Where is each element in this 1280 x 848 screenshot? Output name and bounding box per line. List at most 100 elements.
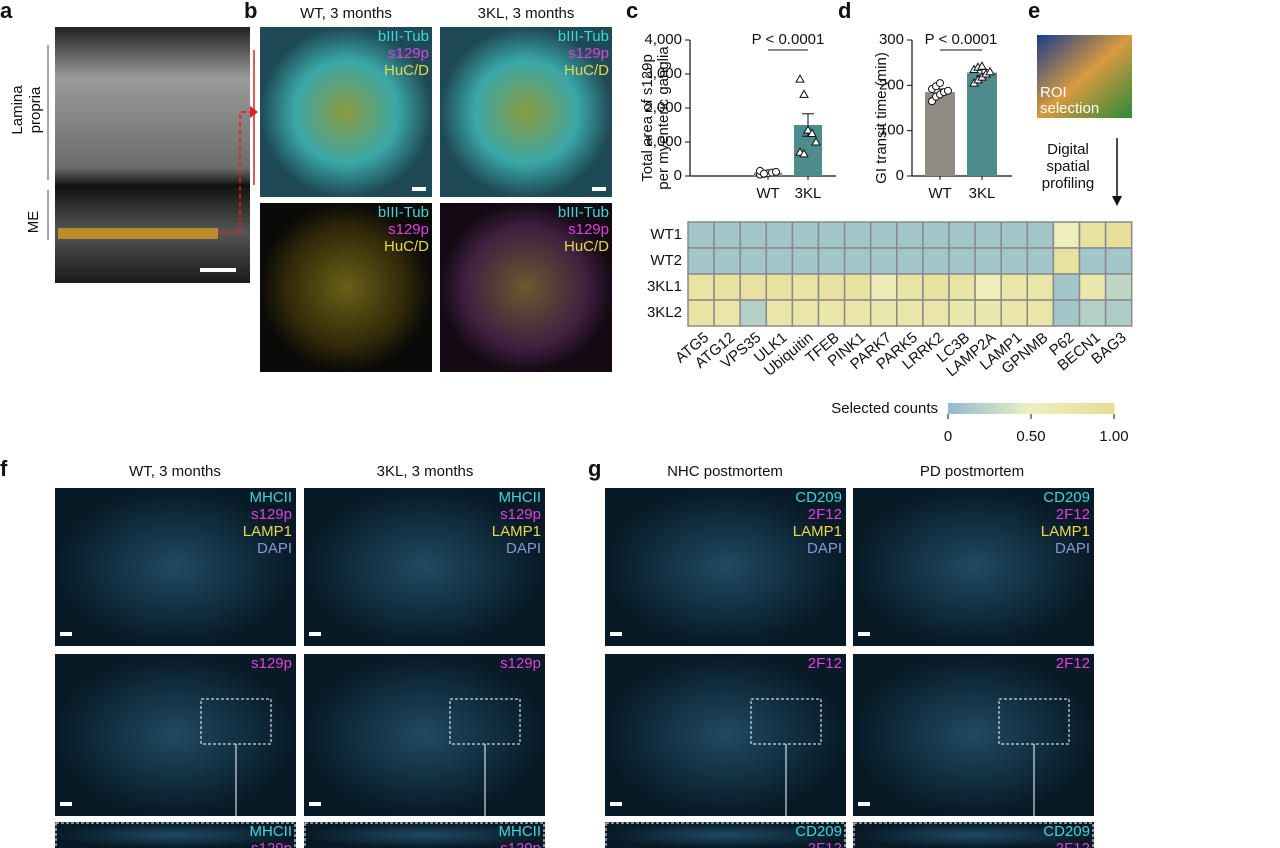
heat-cell: [974, 221, 1002, 249]
y-tick-label: 2,000: [644, 99, 682, 116]
column-title: NHC postmortem: [667, 463, 783, 480]
colorbar-segment: [989, 403, 995, 414]
heat-cell: [948, 247, 976, 275]
heat-cell: [974, 299, 1002, 327]
micrograph: [605, 654, 846, 816]
data-point: [936, 79, 944, 88]
stain-label: DAPI: [257, 540, 292, 557]
heat-cell: [739, 299, 768, 327]
colorbar-tick-label: 1.00: [1099, 428, 1128, 445]
stain-label: MHCII: [250, 489, 293, 506]
row-label: 3KL2: [647, 304, 682, 321]
colorbar-segment: [1068, 403, 1073, 414]
heat-cell: [1104, 273, 1133, 301]
data-point: [772, 167, 780, 176]
heat-cell: [817, 299, 846, 327]
heat-cell: [974, 247, 1002, 275]
heat-cell: [922, 273, 950, 301]
colorbar-segment: [1001, 403, 1007, 414]
stain-label: LAMP1: [793, 523, 842, 540]
step-label: spatial: [1046, 158, 1089, 175]
colorbar-segment: [1014, 403, 1020, 414]
micrograph: [55, 488, 296, 646]
column-title: WT, 3 months: [300, 5, 392, 22]
micrograph: [853, 654, 1094, 816]
stain-label: 2F12: [1056, 506, 1090, 523]
stain-label: 2F12: [808, 840, 842, 848]
micrograph: [55, 27, 250, 283]
y-axis-label: per myenteric ganglia: [655, 46, 672, 190]
heat-cell: [765, 247, 794, 275]
heat-cell: [1026, 299, 1055, 327]
micrograph: [304, 822, 545, 848]
scale-bar: [60, 802, 72, 806]
heat-cell: [1104, 247, 1133, 275]
colorbar-segment: [1084, 403, 1090, 414]
inset-frame: [55, 822, 296, 848]
colorbar-segment: [1051, 403, 1057, 414]
stain-label: 2F12: [808, 506, 842, 523]
micrograph: [304, 488, 545, 646]
colorbar-segment: [993, 403, 999, 414]
heat-cell: [739, 221, 768, 249]
stain-label: s129p: [500, 840, 541, 848]
heat-cell: [922, 299, 950, 327]
micrograph: [260, 27, 432, 197]
heat-cell: [1104, 299, 1133, 327]
data-point: [803, 125, 813, 134]
colorbar-segment: [1064, 403, 1069, 414]
heat-cell: [896, 273, 924, 301]
colorbar-segment: [1080, 403, 1086, 414]
annotation: P < 0.0001: [752, 31, 825, 48]
colorbar-segment: [1039, 403, 1044, 414]
micrograph: [605, 488, 846, 646]
stain-label: HuC/D: [384, 62, 429, 79]
stain-label: LAMP1: [243, 523, 292, 540]
scale-bar: [610, 632, 622, 636]
stain-label: CD209: [795, 823, 842, 840]
x-tick-label: 3KL: [795, 185, 822, 202]
heat-cell: [869, 273, 898, 301]
y-tick-label: 0: [896, 167, 904, 184]
region-label: Lamina: [9, 85, 26, 135]
panel-label: a: [0, 0, 13, 23]
scale-bar: [309, 632, 321, 636]
colorbar-segment: [1101, 403, 1107, 414]
stain-label: 2F12: [1056, 840, 1090, 848]
stain-label: s129p: [568, 221, 609, 238]
heat-cell: [1052, 299, 1081, 327]
heat-cell: [922, 247, 950, 275]
heat-cell: [713, 247, 741, 275]
inset-frame: [605, 822, 846, 848]
heat-cell: [817, 247, 846, 275]
heat-cell: [1052, 247, 1081, 275]
heat-cell: [791, 273, 820, 301]
heat-cell: [1078, 247, 1107, 275]
bar: [967, 72, 997, 176]
column-title: WT, 3 months: [129, 463, 221, 480]
heat-cell: [1000, 221, 1029, 249]
stain-label: bIII-Tub: [378, 28, 429, 45]
roi-band: [58, 228, 218, 239]
micrograph: [260, 203, 432, 372]
y-tick-label: 0: [674, 167, 682, 184]
colorbar-segment: [1097, 403, 1103, 414]
y-tick-label: 300: [879, 31, 904, 48]
y-tick-label: 200: [879, 76, 904, 93]
region-label: propria: [27, 86, 44, 133]
heat-cell: [1000, 273, 1029, 301]
heat-cell: [1052, 221, 1081, 249]
scale-bar: [592, 187, 606, 191]
stain-label: LAMP1: [1041, 523, 1090, 540]
panel-labels: a b c d e f g: [0, 0, 1040, 481]
heat-cell: [1078, 273, 1107, 301]
colorbar-segment: [1031, 403, 1036, 414]
heat-cell: [948, 273, 976, 301]
y-tick-label: 3,000: [644, 65, 682, 82]
stain-label: CD209: [795, 489, 842, 506]
heat-cell: [687, 299, 715, 327]
column-title: PD postmortem: [920, 463, 1024, 480]
colorbar-segment: [981, 403, 986, 414]
panel-e: ROI selection Digital spatial profiling: [1037, 35, 1132, 206]
